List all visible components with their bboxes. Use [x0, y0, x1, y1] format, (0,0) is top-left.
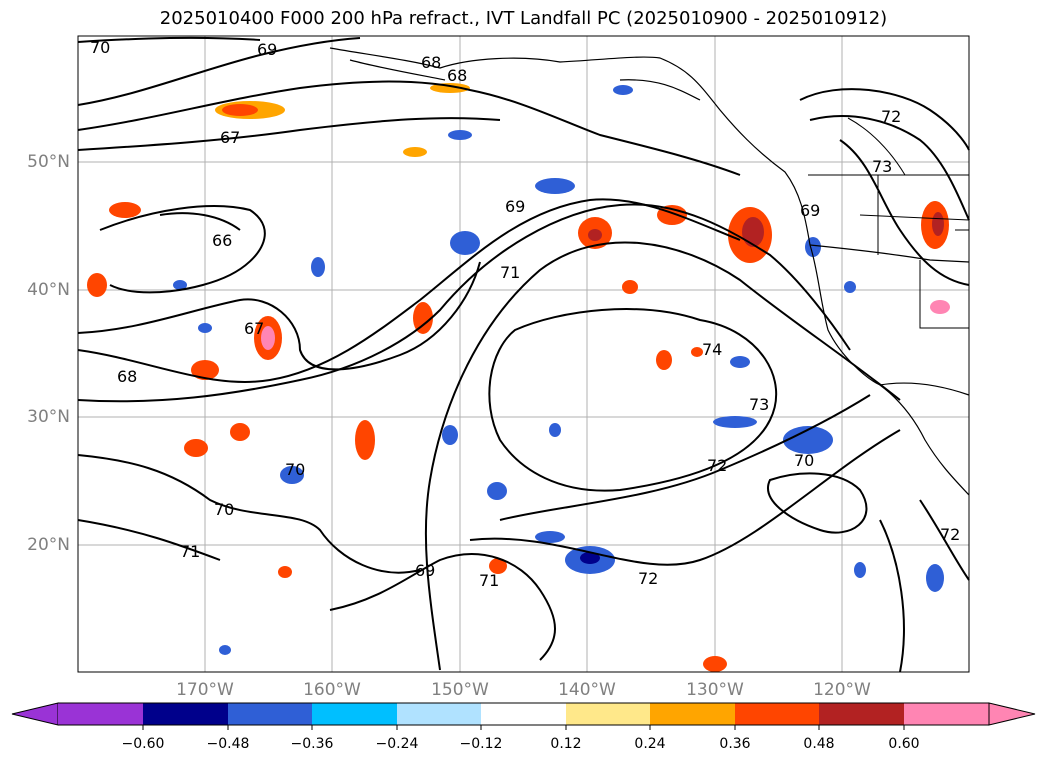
- contour-label-group: 70 69 68 68 67 72 66 69 71 73 67 74 68 7…: [90, 38, 960, 590]
- lon-label: 120°W: [813, 680, 871, 700]
- contour-lines: [77, 36, 970, 673]
- contour-label: 71: [479, 571, 499, 590]
- colorbar-tick-label: −0.24: [375, 736, 419, 752]
- contour-label: 66: [212, 231, 232, 250]
- contour-label: 72: [638, 569, 658, 588]
- contour-label: 67: [220, 128, 240, 147]
- contour-label: 68: [117, 367, 137, 386]
- colorbar-segment: [397, 703, 481, 725]
- colorbar-segment: [650, 703, 735, 725]
- colorbar-tick-label: −0.48: [206, 736, 250, 752]
- contour-label: 72: [707, 456, 727, 475]
- contour-label: 73: [872, 157, 892, 176]
- lat-label: 30°N: [27, 407, 70, 427]
- contour-label: 67: [244, 319, 264, 338]
- colorbar-tick-label: −0.36: [290, 736, 334, 752]
- contour-label: 70: [794, 451, 814, 470]
- lon-label: 160°W: [303, 680, 361, 700]
- colorbar-segment: [312, 703, 397, 725]
- colorbar-tick-label: 0.12: [550, 736, 582, 752]
- colorbar-extend-max: [988, 702, 1036, 726]
- contour-label: 72: [940, 525, 960, 544]
- colorbar: [11, 702, 1036, 730]
- colorbar-tick-label: 0.48: [803, 736, 835, 752]
- plot-area: [78, 36, 969, 672]
- contour-label: 70: [90, 38, 110, 57]
- colorbar-tick-label: 0.24: [634, 736, 666, 752]
- colorbar-segment: [904, 703, 989, 725]
- contour-label: 68: [447, 66, 467, 85]
- colorbar-segment: [481, 703, 566, 725]
- contour-label: 71: [180, 542, 200, 561]
- graticule: [78, 36, 969, 672]
- lon-label: 140°W: [558, 680, 616, 700]
- borders: [808, 117, 970, 329]
- contour-label: 74: [702, 340, 722, 359]
- plot-frame: [77, 35, 970, 673]
- colorbar-segment: [735, 703, 819, 725]
- colorbar-tick-label: 0.60: [888, 736, 920, 752]
- colorbar-segment: [143, 703, 228, 725]
- contour-label: 72: [881, 107, 901, 126]
- contour-label: 70: [214, 500, 234, 519]
- contour-label: 73: [749, 395, 769, 414]
- contour-label: 71: [500, 263, 520, 282]
- contour-label: 69: [415, 561, 435, 580]
- contour-label: 68: [421, 53, 441, 72]
- colorbar-segment: [819, 703, 904, 725]
- positive-anomaly-patch: [87, 83, 950, 672]
- colorbar-segment: [566, 703, 650, 725]
- negative-anomaly-patch: [173, 85, 944, 655]
- contour-label: 69: [800, 201, 820, 220]
- colorbar-tick-label: −0.60: [121, 736, 165, 752]
- contour-label: 69: [505, 197, 525, 216]
- colorbar-segment: [58, 703, 143, 725]
- colorbar-segment: [228, 703, 312, 725]
- lon-label: 150°W: [431, 680, 489, 700]
- colorbar-tick-label: 0.36: [719, 736, 751, 752]
- lat-label: 20°N: [27, 535, 70, 555]
- lon-label: 130°W: [686, 680, 744, 700]
- colorbar-extend-min: [11, 702, 59, 726]
- contour-label: 70: [285, 460, 305, 479]
- lat-label: 40°N: [27, 280, 70, 300]
- map-title: 2025010400 F000 200 hPa refract., IVT La…: [159, 8, 888, 29]
- contour-label: 69: [257, 40, 277, 59]
- lon-label: 170°W: [176, 680, 234, 700]
- lat-label: 50°N: [27, 152, 70, 172]
- colorbar-tick-label: −0.12: [459, 736, 503, 752]
- refractivity-shading: [87, 83, 950, 672]
